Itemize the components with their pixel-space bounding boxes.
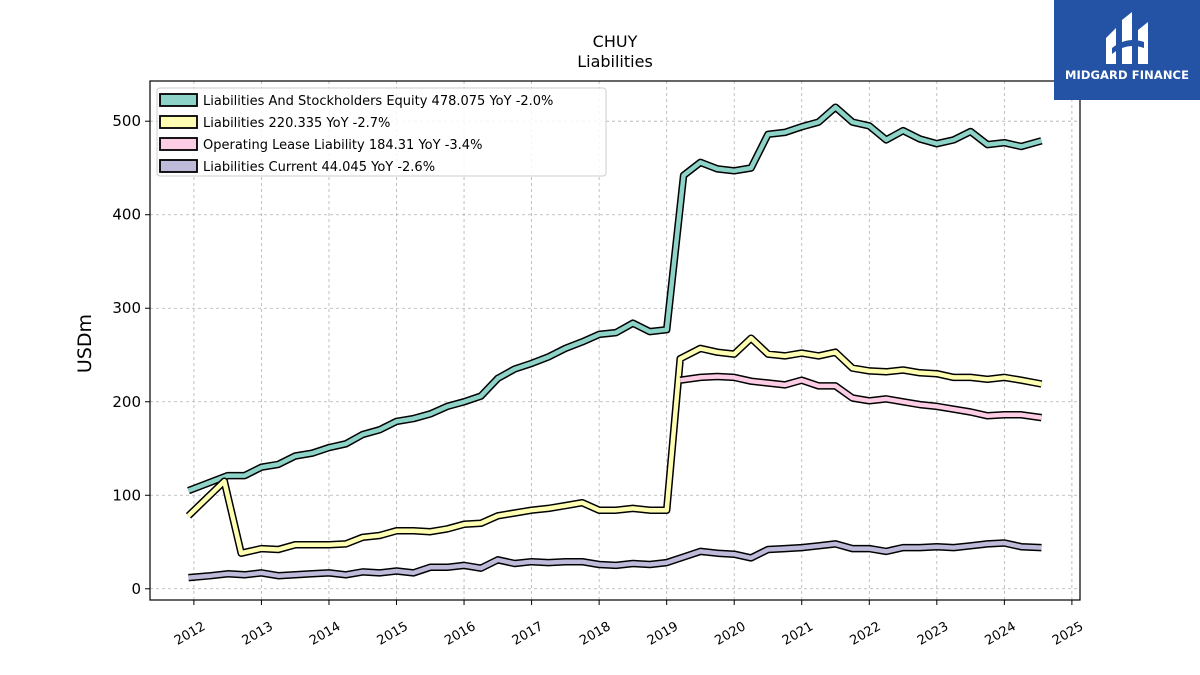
y-tick-label: 500 <box>112 112 141 130</box>
legend-swatch <box>159 115 198 129</box>
y-tick-label: 400 <box>112 206 141 224</box>
x-tick-label: 2012 <box>172 619 208 649</box>
legend-swatch <box>159 93 198 107</box>
plot-frame <box>149 80 1081 601</box>
series-line-liabilities-current <box>188 540 1042 580</box>
series-line-liabilities <box>186 335 1042 556</box>
x-tick-label: 2022 <box>847 619 883 649</box>
x-tick-label: 2018 <box>577 619 613 649</box>
x-tick-label: 2016 <box>442 619 478 649</box>
legend-entry: Liabilities Current 44.045 YoY -2.6% <box>203 160 435 175</box>
x-tick-label: 2025 <box>1050 619 1086 649</box>
legend-entry: Operating Lease Liability 184.31 YoY -3.… <box>203 138 482 153</box>
legend-swatch <box>159 159 198 173</box>
midgard-logo-icon <box>1106 12 1148 64</box>
series-line-liabilities-and-stockholders-equity <box>187 104 1043 493</box>
legend-entry: Liabilities And Stockholders Equity 478.… <box>203 94 553 109</box>
series-lines <box>185 103 1043 582</box>
logo-brand-text: MIDGARD FINANCE <box>1064 68 1190 82</box>
x-tick-label: 2023 <box>915 619 951 649</box>
series-line-operating-lease-liability <box>679 374 1042 420</box>
legend: Liabilities And Stockholders Equity 478.… <box>156 87 607 177</box>
x-tick-label: 2021 <box>780 619 816 649</box>
chart-title: CHUY <box>593 32 638 51</box>
x-tick-label: 2017 <box>510 619 546 649</box>
legend-box <box>156 87 607 177</box>
y-axis-label: USDm <box>74 314 96 373</box>
y-tick-label: 100 <box>112 486 141 504</box>
x-tick-label: 2019 <box>645 619 681 649</box>
y-tick-label: 300 <box>112 299 141 317</box>
x-tick-label: 2013 <box>240 619 276 649</box>
x-tick-label: 2024 <box>983 619 1019 649</box>
midgard-finance-logo: MIDGARD FINANCE <box>1054 0 1200 100</box>
x-tick-label: 2014 <box>307 619 343 649</box>
y-tick-label: 200 <box>112 393 141 411</box>
legend-entry: Liabilities 220.335 YoY -2.7% <box>203 116 390 131</box>
y-tick-label: 0 <box>131 580 141 598</box>
x-tick-label: 2020 <box>712 619 748 649</box>
legend-swatch <box>159 137 198 151</box>
chart-subtitle: Liabilities <box>577 52 653 71</box>
x-tick-label: 2015 <box>375 619 411 649</box>
